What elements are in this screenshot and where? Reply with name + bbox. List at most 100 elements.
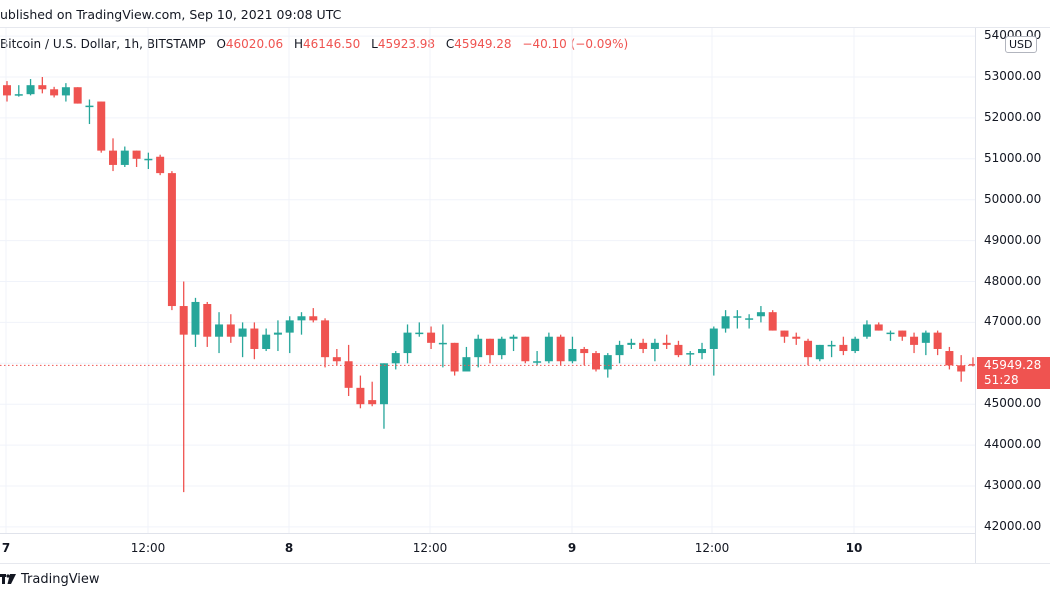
candle: [191, 297, 200, 347]
candle: [120, 146, 129, 167]
candle: [344, 344, 353, 397]
candle: [285, 316, 294, 354]
time-tick-label: 12:00: [130, 541, 166, 555]
candle: [356, 375, 365, 409]
last-price-value: 45949.28: [984, 358, 1042, 372]
candle: [780, 330, 789, 343]
candle: [709, 326, 718, 376]
close-value: 45949.28: [454, 37, 512, 51]
candle: [851, 336, 860, 354]
candle: [827, 340, 836, 358]
candle: [650, 338, 659, 362]
candle: [862, 320, 871, 339]
open-label: O: [216, 37, 226, 51]
currency-badge[interactable]: USD: [1005, 36, 1037, 53]
candle: [898, 330, 907, 341]
time-axis[interactable]: [0, 533, 975, 564]
price-tick-label: 52000.00: [984, 109, 1042, 124]
candle: [144, 152, 153, 170]
candle: [297, 312, 306, 335]
candle: [262, 328, 271, 352]
candle: [568, 336, 577, 364]
tradingview-brand[interactable]: TradingView: [0, 572, 100, 587]
candle: [815, 344, 824, 362]
price-tick-label: 42000.00: [984, 518, 1042, 533]
brand-name: TradingView: [21, 572, 100, 587]
candle: [721, 310, 730, 333]
candle: [462, 346, 471, 372]
price-tick-label: 50000.00: [984, 191, 1042, 206]
candle: [238, 322, 247, 358]
candle: [733, 310, 742, 329]
candle: [85, 99, 94, 125]
candle: [179, 281, 188, 493]
change-value: −40.10 (−0.09%): [522, 37, 629, 51]
candle: [427, 326, 436, 349]
candle: [580, 346, 589, 366]
price-tick-label: 43000.00: [984, 478, 1042, 492]
price-tick-label: 45000.00: [984, 396, 1042, 411]
candle: [474, 334, 483, 368]
candle: [61, 83, 70, 102]
candle: [745, 314, 754, 329]
last-price-tag: 45949.28 51:28: [977, 357, 1050, 389]
candle: [226, 314, 235, 343]
candle: [756, 306, 765, 323]
time-tick-label: 10: [845, 541, 863, 555]
candle: [109, 138, 118, 172]
candle: [921, 330, 930, 356]
symbol-legend: Bitcoin / U.S. Dollar, 1h, BITSTAMP O460…: [0, 37, 628, 51]
candle: [273, 320, 282, 352]
candle: [132, 150, 141, 167]
candlestick-chart[interactable]: [0, 28, 975, 533]
time-tick-label: 12:00: [412, 541, 448, 555]
candle: [14, 85, 23, 97]
candle: [450, 342, 459, 376]
candle: [886, 330, 895, 341]
price-tick-label: 44000.00: [984, 437, 1042, 452]
tradingview-logo-icon: [0, 574, 16, 584]
candle: [556, 334, 565, 366]
candle: [874, 322, 883, 331]
low-label: L: [371, 37, 378, 51]
candle: [544, 332, 553, 364]
candle: [686, 351, 695, 366]
price-tick-label: 49000.00: [984, 232, 1042, 247]
candle: [38, 77, 47, 94]
divider: [0, 563, 1050, 564]
candle: [792, 332, 801, 345]
candle: [156, 154, 165, 176]
candle: [50, 86, 59, 98]
price-tick-label: 48000.00: [984, 273, 1042, 288]
symbol-title: Bitcoin / U.S. Dollar, 1h, BITSTAMP: [0, 37, 206, 51]
candle: [768, 310, 777, 331]
price-tick-label: 51000.00: [984, 150, 1042, 165]
candle: [627, 338, 636, 349]
candle: [521, 336, 530, 364]
candle: [945, 346, 954, 370]
high-value: 46146.50: [303, 37, 361, 51]
low-value: 45923.98: [377, 37, 436, 51]
candle: [215, 312, 224, 354]
candle: [639, 338, 648, 354]
candle: [509, 334, 518, 352]
candle: [674, 340, 683, 358]
candle: [250, 322, 259, 360]
published-caption: ublished on TradingView.com, Sep 10, 202…: [0, 7, 342, 22]
candle: [309, 308, 318, 323]
candle: [615, 340, 624, 364]
time-tick-label: 9: [567, 541, 577, 555]
candle: [592, 351, 600, 372]
candle: [910, 332, 919, 354]
candle: [368, 381, 377, 407]
high-label: H: [294, 37, 304, 51]
candle: [73, 87, 82, 104]
price-tick-label: 53000.00: [984, 69, 1042, 83]
candle: [804, 338, 813, 366]
close-label: C: [445, 37, 455, 51]
candle: [438, 324, 447, 368]
candle: [485, 338, 494, 364]
candle: [533, 351, 542, 366]
time-tick-label: 8: [284, 541, 294, 555]
candle: [332, 348, 341, 366]
